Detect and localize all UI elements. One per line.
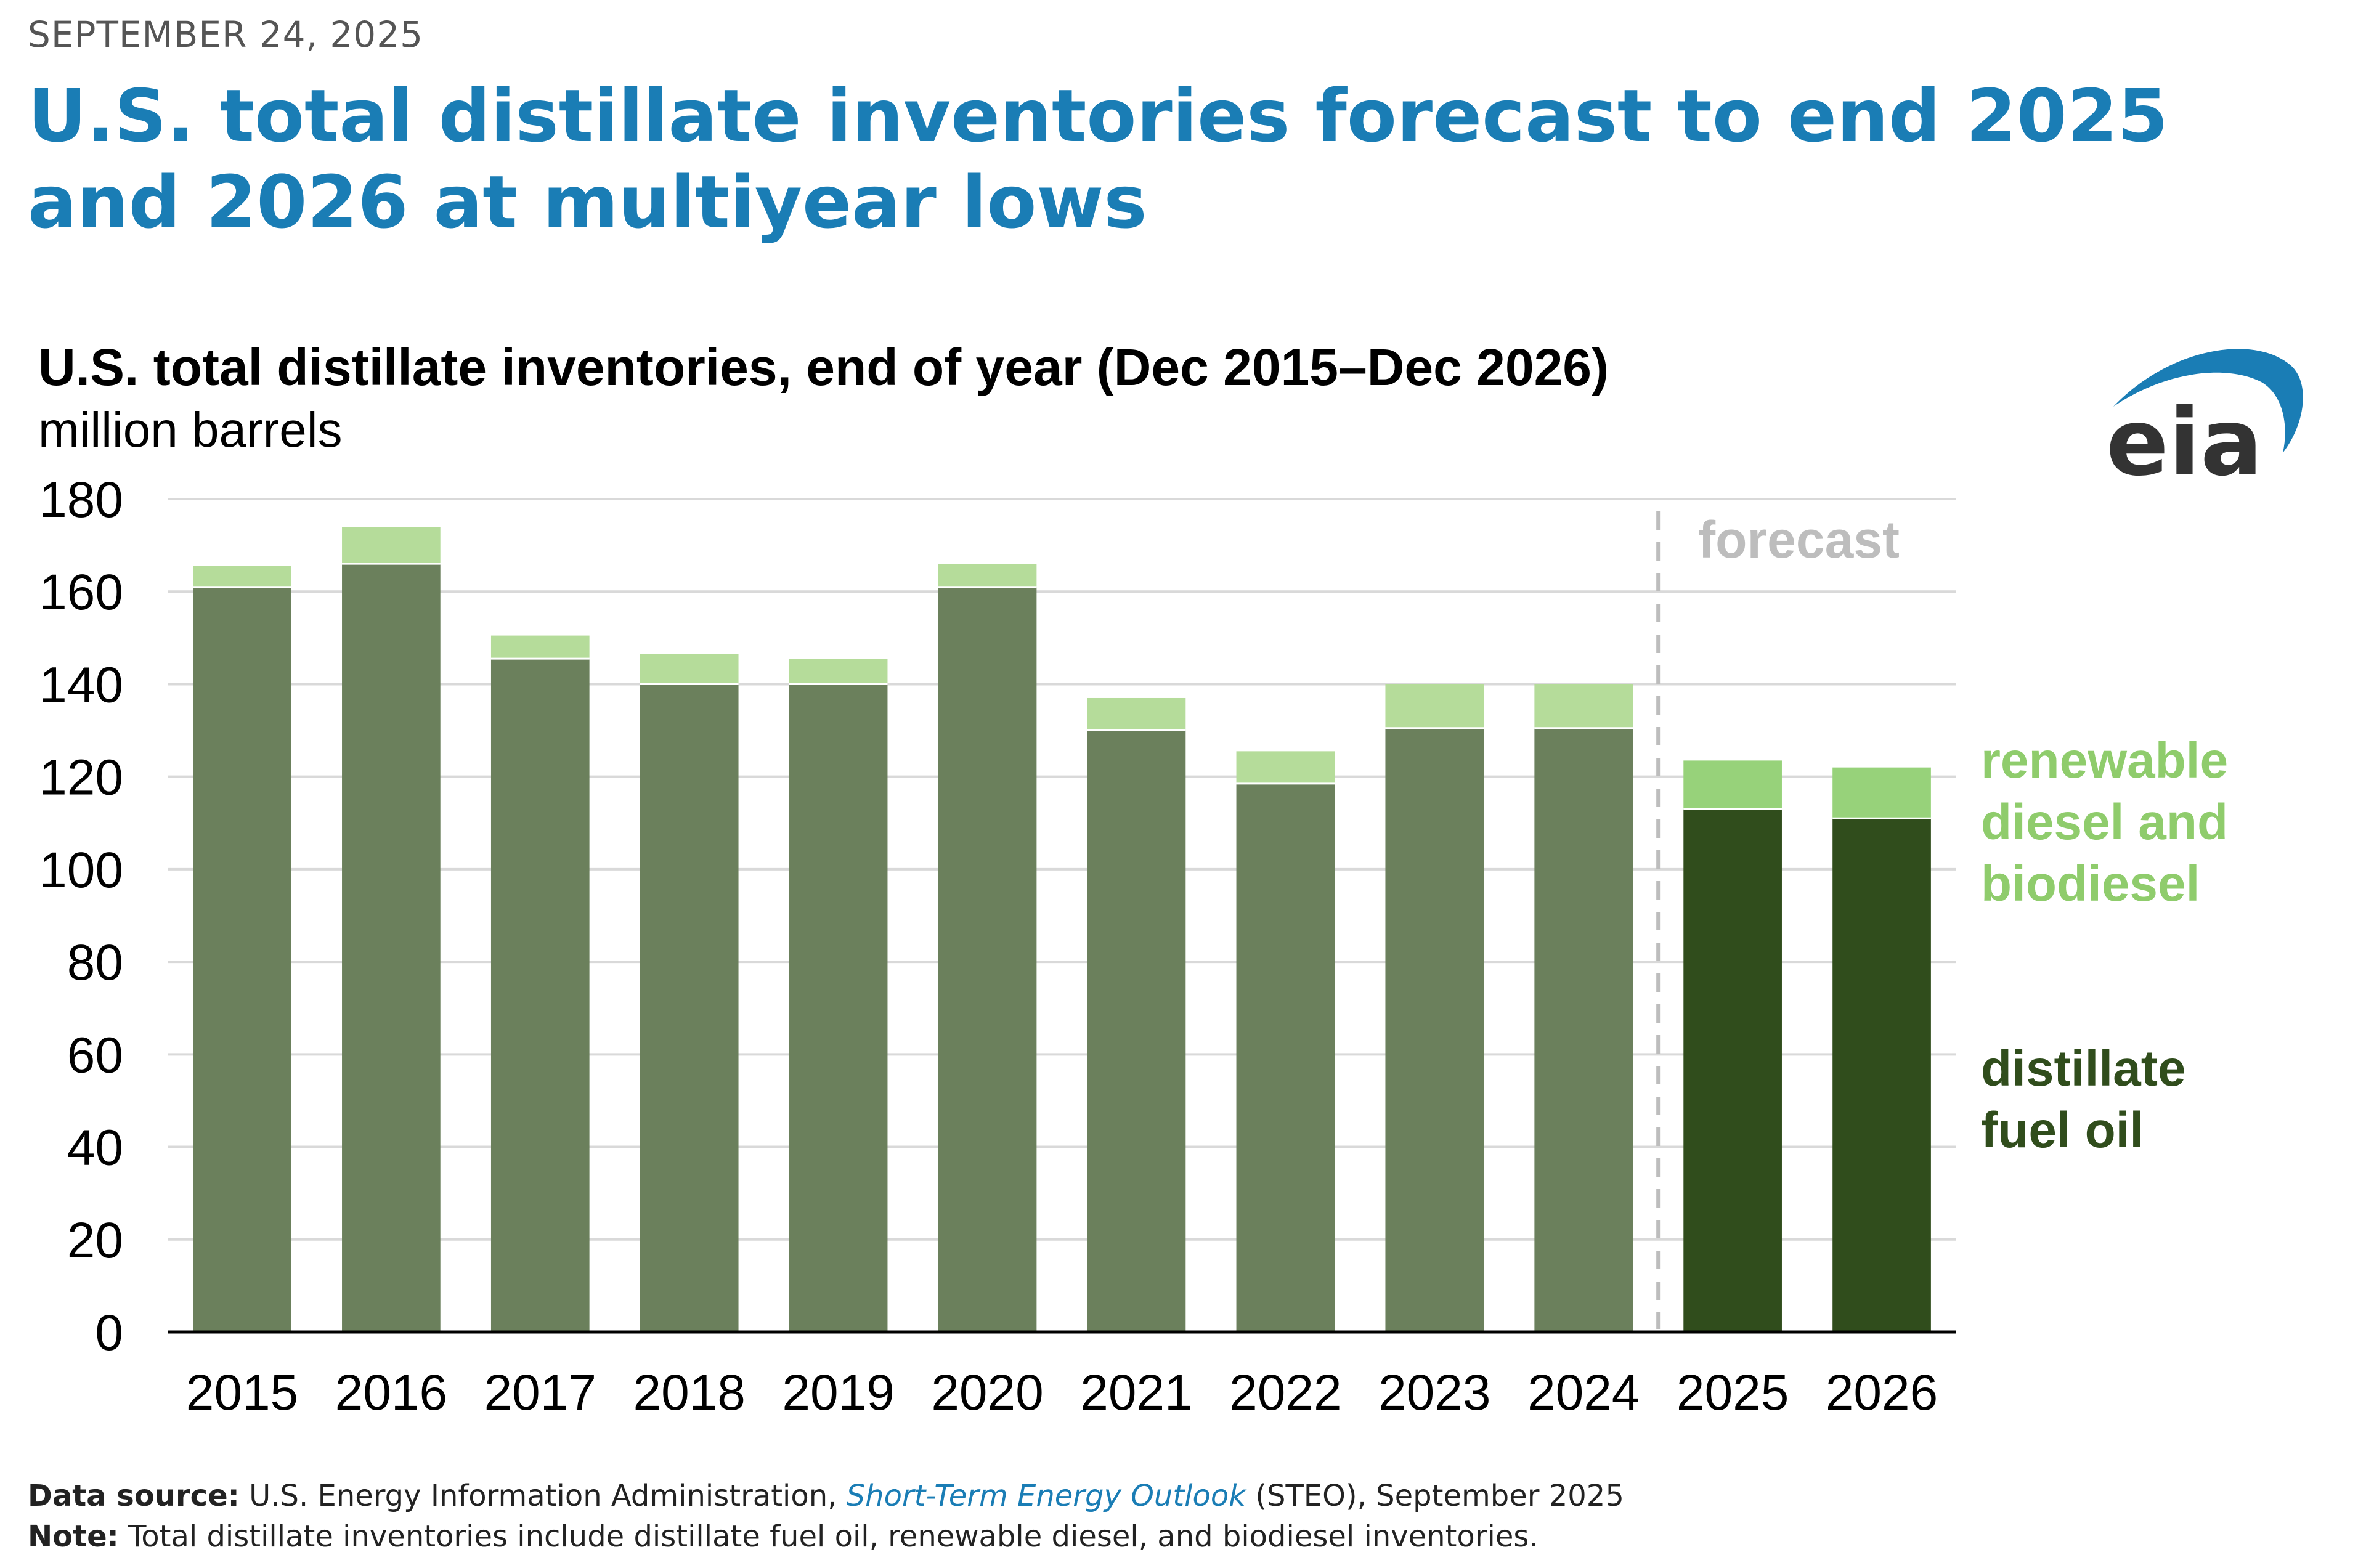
eia-logo: eia — [2106, 349, 2303, 497]
x-tick-label: 2026 — [1826, 1365, 1938, 1421]
bar-renewable-diesel-2015 — [193, 566, 291, 587]
x-tick-label: 2019 — [782, 1365, 894, 1421]
bar-distillate-fuel-oil-2018 — [640, 684, 739, 1332]
note-line: Note: Total distillate inventories inclu… — [28, 1516, 2307, 1557]
x-tick-label: 2022 — [1229, 1365, 1341, 1421]
chart-title: U.S. total distillate inventories, end o… — [38, 338, 1609, 396]
chart-footer: Data source: U.S. Energy Information Adm… — [28, 1476, 2307, 1557]
page-headline: U.S. total distillate inventories foreca… — [28, 73, 2168, 245]
y-axis-unit-label: million barrels — [38, 402, 342, 457]
bar-renewable-diesel-2016 — [342, 527, 441, 564]
data-source-text-end: (STEO), September 2025 — [1246, 1479, 1624, 1513]
x-tick-label: 2017 — [484, 1365, 596, 1421]
y-tick-label: 40 — [67, 1120, 123, 1176]
bar-distillate-fuel-oil-2023 — [1385, 728, 1484, 1332]
y-tick-label: 60 — [67, 1027, 123, 1083]
y-tick-label: 20 — [67, 1213, 123, 1269]
bar-renewable-diesel-2026 — [1832, 767, 1931, 819]
steo-link[interactable]: Short-Term Energy Outlook — [846, 1479, 1246, 1513]
eia-logo-text: eia — [2106, 389, 2262, 497]
x-tick-label: 2021 — [1080, 1365, 1192, 1421]
y-tick-label: 80 — [67, 935, 123, 991]
bar-distillate-fuel-oil-2017 — [490, 659, 590, 1332]
x-tick-label: 2024 — [1527, 1365, 1640, 1421]
legend-renewable-diesel: renewable diesel and biodiesel — [1981, 733, 2228, 912]
y-tick-label: 160 — [39, 564, 123, 620]
y-tick-label: 140 — [39, 657, 123, 713]
x-tick-label: 2023 — [1378, 1365, 1490, 1421]
bar-renewable-diesel-2018 — [640, 654, 739, 684]
bar-distillate-fuel-oil-2022 — [1236, 783, 1335, 1332]
y-tick-label: 180 — [39, 472, 123, 528]
x-tick-label: 2018 — [633, 1365, 745, 1421]
bar-distillate-fuel-oil-2016 — [342, 564, 441, 1333]
bar-distillate-fuel-oil-2020 — [938, 587, 1037, 1332]
forecast-label: forecast — [1698, 511, 1900, 569]
bar-distillate-fuel-oil-2015 — [193, 587, 291, 1332]
x-tick-label: 2015 — [186, 1365, 298, 1421]
legend: renewable diesel and biodiesel distillate fu… — [1981, 733, 2228, 1158]
bar-distillate-fuel-oil-2025 — [1683, 809, 1782, 1332]
x-tick-label: 2020 — [931, 1365, 1043, 1421]
y-tick-label: 100 — [39, 842, 123, 898]
bar-renewable-diesel-2022 — [1236, 751, 1335, 784]
bar-renewable-diesel-2024 — [1534, 684, 1633, 728]
x-tick-label: 2025 — [1677, 1365, 1789, 1421]
data-source-line: Data source: U.S. Energy Information Adm… — [28, 1476, 2307, 1516]
note-text: Total distillate inventories include dis… — [118, 1519, 1539, 1554]
gridlines — [168, 498, 1956, 1241]
x-tick-label: 2016 — [335, 1365, 447, 1421]
data-source-text: U.S. Energy Information Administration, — [239, 1479, 847, 1513]
y-tick-label: 120 — [39, 750, 123, 806]
bar-renewable-diesel-2017 — [490, 635, 590, 659]
bar-distillate-fuel-oil-2021 — [1087, 730, 1186, 1332]
eia-logo-swoosh-icon — [2113, 349, 2303, 453]
bar-renewable-diesel-2025 — [1683, 760, 1782, 810]
bar-distillate-fuel-oil-2024 — [1534, 728, 1633, 1332]
bars — [193, 527, 1931, 1333]
axes: 0 20 40 60 80 100 120 140 160 180 forecast 2015 2016… — [39, 472, 1956, 1421]
bar-renewable-diesel-2019 — [789, 659, 888, 684]
y-tick-label: 0 — [95, 1305, 123, 1361]
bar-distillate-fuel-oil-2026 — [1832, 818, 1931, 1332]
publication-date: SEPTEMBER 24, 2025 — [28, 14, 424, 55]
bar-renewable-diesel-2023 — [1385, 684, 1484, 728]
note-label: Note: — [28, 1519, 119, 1554]
data-source-label: Data source: — [28, 1479, 240, 1513]
bar-renewable-diesel-2020 — [938, 564, 1037, 587]
bar-renewable-diesel-2021 — [1087, 697, 1186, 731]
legend-distillate-fuel-oil: distillate fuel oil — [1981, 1041, 2186, 1158]
bar-distillate-fuel-oil-2019 — [789, 684, 888, 1332]
